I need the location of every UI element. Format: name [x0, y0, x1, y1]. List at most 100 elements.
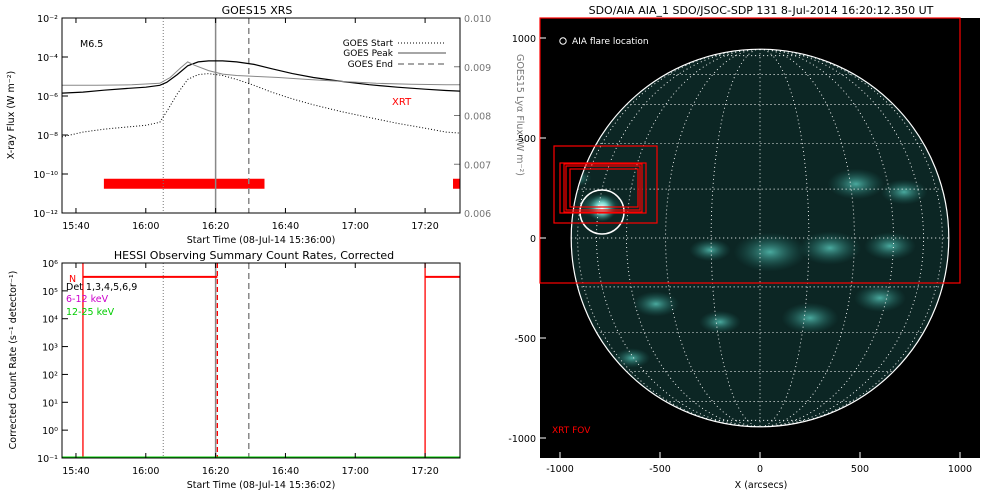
- hessi-y-tick-label: 10²: [42, 370, 58, 381]
- aia-emission-patch-4: [689, 238, 731, 262]
- aia-y-tick-label: 500: [518, 134, 536, 145]
- goes-flare-class: M6.5: [80, 39, 103, 50]
- aia-emission-patch-7: [864, 232, 916, 260]
- hessi-xlabel: Start Time (08-Jul-14 15:36:02): [187, 480, 336, 491]
- hessi-ylabel: Corrected Count Rate (s⁻¹ detector⁻¹): [8, 271, 19, 450]
- aia-emission-patch-5: [733, 232, 807, 272]
- goes-series-solid-gray: [62, 61, 460, 86]
- goes-y-tick-label: 10⁻⁶: [37, 92, 58, 103]
- aia-emission-patch-12: [613, 348, 651, 368]
- aia-xrt-fov-box-5: [569, 168, 639, 208]
- hessi-marks: 15:40 16:00 16:20 16:40 17:00 17:20 10⁻¹ 10⁰ 10¹…: [37, 259, 460, 477]
- goes-y-tick-label: 10⁻⁸: [37, 131, 58, 142]
- aia-emission-patch-6: [798, 231, 862, 265]
- goes-plot-frame: [61, 17, 461, 214]
- hessi-band2-label: 12-25 keV: [66, 307, 115, 318]
- goes-right-tick-label: 0.010: [464, 14, 491, 25]
- legend-goes-end-label: GOES End: [348, 60, 393, 70]
- aia-emission-patch-9: [699, 310, 741, 334]
- hessi-x-tick-label: 16:00: [132, 466, 159, 477]
- aia-longitude-line: [759, 49, 943, 427]
- hessi-x-tick-label: 16:20: [202, 466, 229, 477]
- goes-y-tick-label: 10⁻¹²: [33, 209, 58, 220]
- hessi-panel: HESSI Observing Summary Count Rates, Cor…: [8, 249, 461, 491]
- aia-longitude-line: [759, 49, 855, 427]
- aia-xrt-fov-box-1: [553, 145, 658, 224]
- aia-title: SDO/AIA AIA_1 SDO/JSOC-SDP 131 8-Jul-201…: [589, 4, 934, 17]
- aia-longitude-line: [710, 49, 761, 427]
- hessi-flag-label: N: [69, 274, 76, 285]
- goes-xlabel: Start Time (08-Jul-14 15:36:00): [187, 235, 336, 246]
- hessi-y-tick-label: 10⁴: [42, 315, 58, 326]
- aia-flare-location-icon: [559, 37, 567, 45]
- xrt-coverage-bar-0: [103, 178, 265, 189]
- hessi-y-tick-label: 10⁻¹: [37, 454, 58, 465]
- aia-x-tick-label: 1000: [948, 464, 972, 475]
- goes-panel: GOES15 XRS 15:40 16:00 16:20 16:40 17:00 17:2…: [6, 4, 525, 246]
- aia-longitude-line: [596, 49, 761, 427]
- xrt-coverage-bar-1: [453, 178, 460, 189]
- aia-flare-brightening: [588, 194, 616, 222]
- hessi-x-tick-label: 15:40: [62, 466, 89, 477]
- goes-x-tick-label: 15:40: [62, 221, 89, 232]
- goes-series-dotted-black: [61, 73, 461, 138]
- hessi-band1-label: 6-12 keV: [66, 294, 109, 305]
- goes-x-tick-label: 16:00: [132, 221, 159, 232]
- aia-xrt-fov-box-4: [565, 165, 641, 211]
- aia-y-tick-label: 0: [530, 234, 536, 245]
- goes-right-tick-label: 0.006: [464, 209, 491, 220]
- hessi-plot-frame: [61, 262, 461, 459]
- goes-series-solid-black: [61, 60, 461, 94]
- aia-y-tick-label: -1000: [508, 434, 536, 445]
- goes-ylabel-right: GOES15 Lyα Flux (W m⁻²): [514, 54, 525, 176]
- aia-panel: SDO/AIA AIA_1 SDO/JSOC-SDP 131 8-Jul-201…: [508, 4, 980, 491]
- goes-ylabel-left: X-ray Flux (W m⁻²): [6, 71, 17, 160]
- aia-x-tick-label: -500: [649, 464, 671, 475]
- legend-goes-start-label: GOES Start: [343, 39, 394, 49]
- aia-xrt-fov-label: XRT FOV: [552, 426, 591, 436]
- hessi-x-tick-label: 17:20: [411, 466, 438, 477]
- goes-x-tick-label: 17:20: [411, 221, 438, 232]
- aia-x-tick-label: -1000: [546, 464, 574, 475]
- aia-xrt-fov-box-0: [539, 17, 961, 284]
- hessi-title: HESSI Observing Summary Count Rates, Cor…: [114, 249, 394, 262]
- aia-longitude-line: [759, 49, 810, 427]
- legend-goes-peak-label: GOES Peak: [343, 49, 393, 59]
- goes-y-tick-label: 10⁻²: [37, 14, 58, 25]
- goes-right-tick-label: 0.007: [464, 160, 491, 171]
- hessi-x-tick-label: 16:40: [272, 466, 299, 477]
- goes-y-tick-label: 10⁻¹⁰: [33, 170, 58, 181]
- aia-xlabel: X (arcsecs): [735, 480, 788, 491]
- goes-marks: 15:40 16:00 16:20 16:40 17:00 17:20 10⁻¹² 10⁻¹⁰…: [33, 14, 491, 232]
- goes-right-tick-label: 0.008: [464, 112, 491, 123]
- aia-x-tick-label: 0: [757, 464, 763, 475]
- aia-longitude-line: [759, 49, 924, 427]
- aia-flare-location-label: AIA flare location: [572, 37, 649, 47]
- aia-emission-patch-8: [632, 291, 680, 317]
- aia-x-tick-label: 500: [851, 464, 869, 475]
- aia-y-tick-label: 1000: [512, 34, 536, 45]
- hessi-y-tick-label: 10⁰: [42, 426, 58, 437]
- hessi-y-tick-label: 10⁵: [42, 287, 58, 298]
- aia-longitude-line: [577, 49, 761, 427]
- hessi-x-tick-label: 17:00: [342, 466, 369, 477]
- aia-longitude-line: [665, 49, 761, 427]
- aia-xrt-fov-box-3: [563, 163, 643, 213]
- hessi-y-tick-label: 10⁶: [42, 259, 58, 270]
- goes-x-tick-label: 16:40: [272, 221, 299, 232]
- hessi-y-tick-label: 10³: [42, 343, 58, 354]
- goes-xrt-label: XRT: [392, 97, 412, 108]
- aia-emission-patch-11: [854, 284, 906, 312]
- aia-emission-patch-3: [880, 179, 928, 205]
- goes-x-tick-label: 17:00: [342, 221, 369, 232]
- goes-y-tick-label: 10⁻⁴: [37, 53, 58, 64]
- aia-emission-patch-10: [781, 302, 839, 334]
- aia-emission-patch-2: [827, 168, 885, 200]
- goes-title: GOES15 XRS: [222, 4, 293, 17]
- hessi-y-tick-label: 10¹: [42, 398, 58, 409]
- aia-y-tick-label: -500: [514, 334, 536, 345]
- goes-legend: GOES Start GOES Peak GOES End: [343, 39, 446, 70]
- hessi-detector-label: Det 1,3,4,5,6,9: [66, 282, 137, 293]
- goes-right-tick-label: 0.009: [464, 63, 491, 74]
